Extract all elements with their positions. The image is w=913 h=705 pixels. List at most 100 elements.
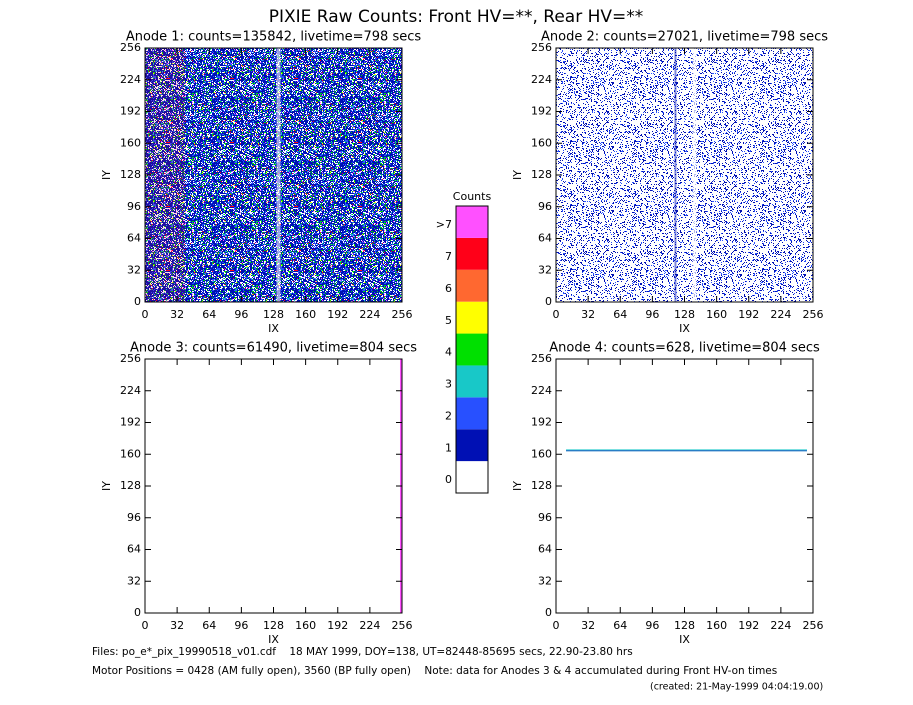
colorbar-swatch — [456, 237, 488, 270]
y-tick-label: 224 — [120, 73, 141, 86]
colorbar-label: 0 — [445, 473, 452, 486]
colorbar-label: 2 — [445, 409, 452, 422]
footer-line: Files: po_e*_pix_19990518_v01.cdf 18 MAY… — [92, 646, 633, 658]
y-tick-label: 256 — [120, 41, 141, 54]
y-tick-label: 64 — [538, 543, 552, 556]
x-tick-label: 224 — [359, 619, 380, 632]
y-tick-label: 64 — [127, 232, 141, 245]
y-tick-label: 160 — [531, 136, 552, 149]
y-tick-label: 224 — [531, 384, 552, 397]
y-tick-label: 32 — [538, 574, 552, 587]
colorbar-label: 5 — [445, 314, 452, 327]
panel-title: Anode 2: counts=27021, livetime=798 secs — [541, 30, 828, 45]
x-tick-label: 96 — [234, 619, 248, 632]
colorbar-swatch — [456, 333, 488, 366]
y-tick-label: 64 — [538, 232, 552, 245]
image-texture — [674, 48, 677, 302]
x-tick-label: 0 — [142, 619, 149, 632]
colorbar-label: 1 — [445, 441, 452, 454]
y-tick-label: 0 — [545, 606, 552, 619]
y-axis-label: IY — [511, 170, 524, 180]
x-tick-label: 192 — [327, 308, 348, 321]
x-tick-label: 256 — [392, 308, 413, 321]
colorbar-swatch — [456, 269, 488, 302]
colorbar-swatch — [456, 301, 488, 334]
colorbar-swatch — [456, 461, 488, 493]
y-axis-label: IY — [100, 170, 113, 180]
x-tick-label: 32 — [170, 619, 184, 632]
y-tick-label: 128 — [120, 168, 141, 181]
x-tick-label: 256 — [392, 619, 413, 632]
x-tick-label: 128 — [263, 619, 284, 632]
panel-title: Anode 4: counts=628, livetime=804 secs — [549, 341, 820, 356]
x-tick-label: 256 — [803, 619, 824, 632]
y-tick-label: 160 — [120, 136, 141, 149]
x-tick-label: 128 — [674, 619, 695, 632]
x-tick-label: 192 — [738, 308, 759, 321]
y-tick-label: 128 — [531, 479, 552, 492]
x-axis-label: IX — [268, 633, 279, 646]
y-axis-label: IY — [100, 481, 113, 491]
y-tick-label: 192 — [531, 416, 552, 429]
x-tick-label: 96 — [234, 308, 248, 321]
y-tick-label: 128 — [120, 479, 141, 492]
y-axis-label: IY — [511, 481, 524, 491]
y-tick-label: 256 — [531, 352, 552, 365]
colorbar-frame — [455, 205, 489, 494]
x-tick-label: 192 — [327, 619, 348, 632]
colorbar-title: Counts — [453, 190, 492, 203]
x-tick-label: 128 — [674, 308, 695, 321]
x-axis-label: IX — [268, 322, 279, 335]
x-tick-label: 0 — [142, 308, 149, 321]
y-tick-label: 256 — [531, 41, 552, 54]
y-tick-label: 0 — [134, 295, 141, 308]
x-tick-label: 160 — [295, 308, 316, 321]
x-tick-label: 96 — [645, 308, 659, 321]
x-tick-label: 32 — [581, 619, 595, 632]
x-tick-label: 224 — [359, 308, 380, 321]
colorbar-swatch — [456, 397, 488, 430]
plot-frame — [555, 358, 814, 614]
x-tick-label: 64 — [202, 308, 216, 321]
colorbar-label: 6 — [445, 282, 452, 295]
y-tick-label: 96 — [538, 200, 552, 213]
x-axis-label: IX — [679, 322, 690, 335]
image-texture — [556, 48, 813, 302]
colorbar-label: 3 — [445, 378, 452, 391]
plot-frame — [144, 358, 403, 614]
footer-created: (created: 21-May-1999 04:04:19.00) — [650, 682, 823, 693]
page-title: PIXIE Raw Counts: Front HV=**, Rear HV=*… — [269, 7, 644, 27]
y-tick-label: 32 — [127, 574, 141, 587]
colorbar-label: >7 — [436, 218, 452, 231]
y-tick-label: 96 — [127, 200, 141, 213]
colorbar-swatch — [456, 429, 488, 462]
y-tick-label: 224 — [531, 73, 552, 86]
x-tick-label: 160 — [706, 308, 727, 321]
y-tick-label: 160 — [120, 447, 141, 460]
x-tick-label: 224 — [770, 619, 791, 632]
y-tick-label: 0 — [545, 295, 552, 308]
x-tick-label: 64 — [613, 619, 627, 632]
x-tick-label: 192 — [738, 619, 759, 632]
panel-title: Anode 3: counts=61490, livetime=804 secs — [130, 341, 417, 356]
colorbar-label: 4 — [445, 346, 452, 359]
y-tick-label: 192 — [120, 416, 141, 429]
colorbar-swatch — [456, 365, 488, 398]
x-tick-label: 128 — [263, 308, 284, 321]
x-tick-label: 256 — [803, 308, 824, 321]
y-tick-label: 64 — [127, 543, 141, 556]
image-texture — [145, 48, 185, 302]
x-tick-label: 64 — [202, 619, 216, 632]
x-tick-label: 32 — [170, 308, 184, 321]
x-tick-label: 160 — [295, 619, 316, 632]
footer-line: Motor Positions = 0428 (AM fully open), … — [92, 665, 777, 677]
panel-title: Anode 1: counts=135842, livetime=798 sec… — [126, 30, 422, 45]
x-axis-label: IX — [679, 633, 690, 646]
y-tick-label: 224 — [120, 384, 141, 397]
image-texture — [566, 450, 807, 452]
x-tick-label: 224 — [770, 308, 791, 321]
y-tick-label: 128 — [531, 168, 552, 181]
x-tick-label: 32 — [581, 308, 595, 321]
y-tick-label: 32 — [127, 263, 141, 276]
y-tick-label: 192 — [120, 105, 141, 118]
